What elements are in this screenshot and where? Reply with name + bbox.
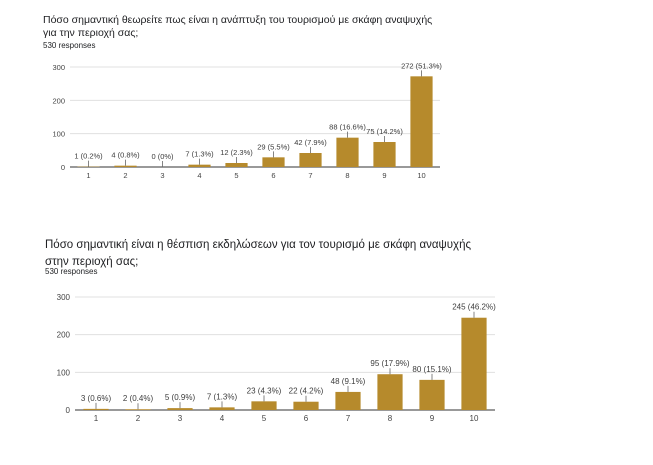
data-label: 3 (0.6%) bbox=[81, 394, 112, 403]
y-tick-label: 0 bbox=[66, 406, 71, 415]
x-tick-label: 3 bbox=[178, 414, 183, 423]
x-tick-label: 5 bbox=[234, 171, 238, 180]
bar[interactable] bbox=[262, 157, 284, 167]
data-label: 4 (0.8%) bbox=[111, 151, 140, 160]
x-tick-label: 10 bbox=[470, 414, 479, 423]
data-label: 80 (15.1%) bbox=[412, 365, 451, 374]
y-tick-label: 300 bbox=[52, 63, 65, 72]
x-tick-label: 7 bbox=[308, 171, 312, 180]
data-label: 1 (0.2%) bbox=[74, 152, 103, 161]
x-tick-label: 3 bbox=[160, 171, 164, 180]
x-tick-label: 8 bbox=[345, 171, 349, 180]
data-label: 42 (7.9%) bbox=[294, 138, 327, 147]
bar[interactable] bbox=[225, 163, 247, 167]
bar[interactable] bbox=[410, 76, 432, 167]
y-tick-label: 300 bbox=[57, 293, 71, 302]
x-tick-label: 9 bbox=[382, 171, 386, 180]
bar[interactable] bbox=[125, 409, 150, 410]
data-label: 95 (17.9%) bbox=[370, 359, 409, 368]
y-tick-label: 100 bbox=[52, 130, 65, 139]
x-tick-label: 10 bbox=[417, 171, 425, 180]
data-label: 88 (16.6%) bbox=[329, 123, 366, 132]
x-tick-label: 5 bbox=[262, 414, 267, 423]
data-label: 23 (4.3%) bbox=[247, 386, 282, 395]
x-tick-label: 4 bbox=[220, 414, 225, 423]
chart-2-plot: 0 100 200 300 1 3 (0.6%) 2 2 (0.4%) 3 5 (0.9%) 4 7 … bbox=[0, 230, 653, 465]
y-tick-label: 100 bbox=[57, 368, 71, 377]
bar[interactable] bbox=[293, 402, 318, 410]
bar[interactable] bbox=[373, 142, 395, 167]
data-label: 29 (5.5%) bbox=[257, 142, 290, 151]
bar[interactable] bbox=[335, 392, 360, 410]
x-tick-label: 1 bbox=[86, 171, 90, 180]
bar[interactable] bbox=[188, 165, 210, 167]
data-label: 7 (1.3%) bbox=[207, 392, 238, 401]
x-tick-label: 8 bbox=[388, 414, 393, 423]
x-tick-label: 2 bbox=[136, 414, 141, 423]
data-label: 272 (51.3%) bbox=[401, 61, 442, 70]
x-tick-label: 6 bbox=[304, 414, 309, 423]
chart-card-2: Πόσο σημαντική είναι η θέσπιση εκδηλώσεω… bbox=[0, 230, 653, 465]
data-label: 0 (0%) bbox=[151, 152, 174, 161]
data-label: 12 (2.3%) bbox=[220, 148, 253, 157]
x-tick-label: 2 bbox=[123, 171, 127, 180]
data-label: 22 (4.2%) bbox=[289, 387, 324, 396]
bar[interactable] bbox=[251, 401, 276, 410]
bar[interactable] bbox=[336, 138, 358, 167]
data-label: 5 (0.9%) bbox=[165, 393, 196, 402]
data-label: 245 (46.2%) bbox=[452, 303, 496, 312]
x-tick-label: 7 bbox=[346, 414, 351, 423]
bar[interactable] bbox=[209, 407, 234, 410]
x-tick-label: 9 bbox=[430, 414, 435, 423]
x-tick-label: 4 bbox=[197, 171, 201, 180]
data-label: 75 (14.2%) bbox=[366, 127, 403, 136]
bar[interactable] bbox=[114, 166, 136, 167]
data-label: 2 (0.4%) bbox=[123, 394, 154, 403]
bar[interactable] bbox=[377, 374, 402, 410]
bar[interactable] bbox=[419, 380, 444, 410]
data-label: 48 (9.1%) bbox=[331, 377, 366, 386]
bar[interactable] bbox=[83, 409, 108, 410]
y-tick-label: 200 bbox=[52, 96, 65, 105]
y-tick-label: 0 bbox=[61, 163, 65, 172]
x-tick-label: 6 bbox=[271, 171, 275, 180]
chart-card-1: Πόσο σημαντική θεωρείτε πως είναι η ανάπ… bbox=[0, 0, 653, 200]
x-tick-label: 1 bbox=[94, 414, 99, 423]
y-tick-label: 200 bbox=[57, 331, 71, 340]
data-label: 7 (1.3%) bbox=[185, 150, 214, 159]
bar[interactable] bbox=[167, 408, 192, 410]
chart-1-plot: 0 100 200 300 1 1 (0.2%) 2 4 (0.8%) 3 0 (0%) 4 7 (1… bbox=[0, 0, 653, 200]
bar[interactable] bbox=[461, 318, 486, 410]
bar[interactable] bbox=[299, 153, 321, 167]
